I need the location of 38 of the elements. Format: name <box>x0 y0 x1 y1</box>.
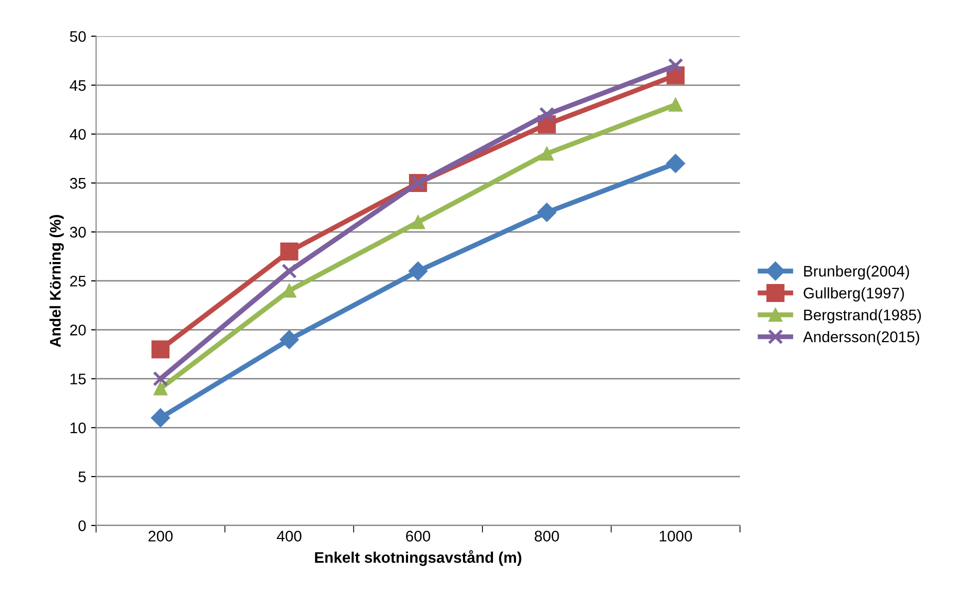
point <box>539 106 554 122</box>
y-tick-label: 20 <box>70 324 86 336</box>
y-tick-label: 35 <box>70 178 86 189</box>
point <box>151 340 170 358</box>
point <box>411 215 425 230</box>
y-tick-label: 45 <box>70 80 86 91</box>
x-tick-label: 800 <box>534 530 559 542</box>
y-axis-title: Andel Körning (%) <box>50 214 64 348</box>
x-tick-label: 200 <box>148 530 173 542</box>
legend-label: Gullberg(1997) <box>804 287 904 302</box>
legend-label: Bergstrand(1985) <box>804 309 921 324</box>
y-tick-label: 10 <box>70 422 86 434</box>
y-tick-label: 40 <box>70 128 86 140</box>
y-tick-label: 30 <box>70 226 86 238</box>
point <box>282 263 297 279</box>
x-axis-title: Enkelt skotningsavstånd (m) <box>315 550 522 566</box>
point <box>282 284 296 298</box>
x-tick-label: 1000 <box>660 530 692 542</box>
point <box>154 382 168 396</box>
y-tick-label: 5 <box>78 472 86 482</box>
point <box>540 146 554 161</box>
x-tick-label: 600 <box>406 530 430 542</box>
point <box>280 242 298 261</box>
point <box>150 408 170 428</box>
point <box>668 58 684 74</box>
point <box>152 371 168 386</box>
point <box>668 98 683 112</box>
y-tick-label: 25 <box>70 276 86 287</box>
point <box>280 330 299 350</box>
legend-label: Andersson(2015) <box>802 331 920 346</box>
point <box>666 154 686 173</box>
y-tick-label: 50 <box>70 31 86 42</box>
y-tick-label: 15 <box>70 374 86 384</box>
point <box>408 262 428 281</box>
legend-label: Brunberg(2004) <box>804 265 909 280</box>
point <box>537 202 556 222</box>
y-tick-label: 0 <box>78 520 86 532</box>
x-tick-label: 400 <box>276 530 302 542</box>
